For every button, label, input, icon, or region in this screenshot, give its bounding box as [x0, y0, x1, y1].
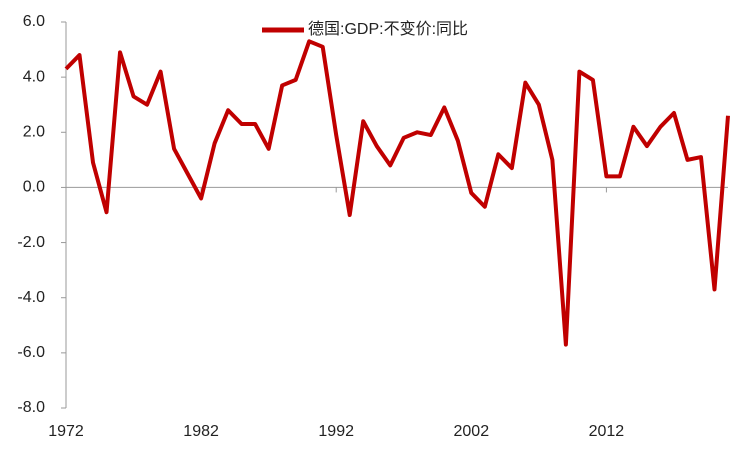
- y-tick-label: 4.0: [23, 68, 45, 85]
- y-tick-label: -2.0: [17, 234, 45, 251]
- x-tick-label: 2002: [454, 423, 490, 440]
- y-tick-label: -4.0: [17, 289, 45, 306]
- x-tick-label: 1992: [318, 423, 354, 440]
- y-tick-label: -8.0: [17, 399, 45, 416]
- legend-label: 德国:GDP:不变价:同比: [308, 20, 468, 38]
- y-tick-label: 2.0: [23, 124, 45, 141]
- y-tick-label: -6.0: [17, 344, 45, 361]
- y-tick-label: 6.0: [23, 13, 45, 30]
- data-line: [64, 39, 730, 347]
- x-tick-label: 1972: [48, 423, 84, 440]
- x-tick-label: 1982: [183, 423, 219, 440]
- x-tick-label: 2012: [589, 423, 625, 440]
- y-tick-label: 0.0: [23, 179, 45, 196]
